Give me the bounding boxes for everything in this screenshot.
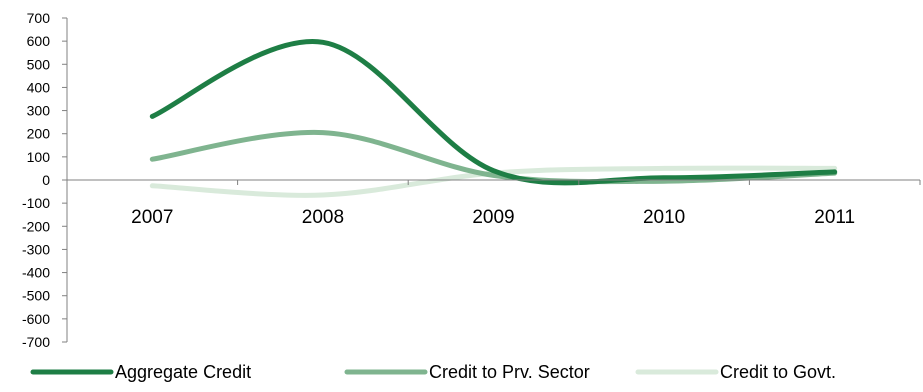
y-tick-label: 400: [27, 79, 51, 95]
y-tick-label: 0: [42, 172, 50, 188]
legend-label: Credit to Prv. Sector: [429, 362, 590, 382]
x-tick-label: 2011: [814, 207, 855, 228]
x-tick-label: 2007: [131, 207, 173, 228]
series-lines: [149, 39, 838, 198]
x-tick-label: 2009: [472, 207, 514, 228]
y-tick-label: -500: [22, 288, 50, 304]
legend-label: Credit to Govt.: [720, 362, 836, 382]
y-tick-label: 500: [27, 56, 51, 72]
y-tick-label: -300: [22, 241, 50, 257]
y-tick-label: -400: [22, 265, 50, 281]
y-tick-label: 300: [27, 103, 51, 119]
x-tick-label: 2008: [302, 207, 344, 228]
y-tick-label: -200: [22, 218, 50, 234]
x-axis: 2007 2008 2009 2010 2011: [66, 179, 921, 228]
series-line-credit-to-prv-sector: [149, 129, 838, 185]
y-tick-label: 600: [27, 33, 51, 49]
y-axis: 700 600 500 400 300 200 100 0 -100 -200 -300 -400 -5…: [22, 10, 68, 350]
y-tick-label: 100: [27, 149, 51, 165]
series-line-aggregate-credit: [149, 39, 838, 186]
y-tick-label: -100: [22, 195, 50, 211]
y-tick-label: 700: [27, 10, 51, 26]
y-tick-label: 200: [27, 126, 51, 142]
x-tick-label: 2010: [643, 207, 685, 228]
legend-label: Aggregate Credit: [115, 362, 251, 382]
y-tick-label: -600: [22, 311, 50, 327]
legend: Aggregate Credit Credit to Prv. Sector Cre…: [30, 362, 836, 382]
y-tick-label: -700: [22, 334, 50, 350]
